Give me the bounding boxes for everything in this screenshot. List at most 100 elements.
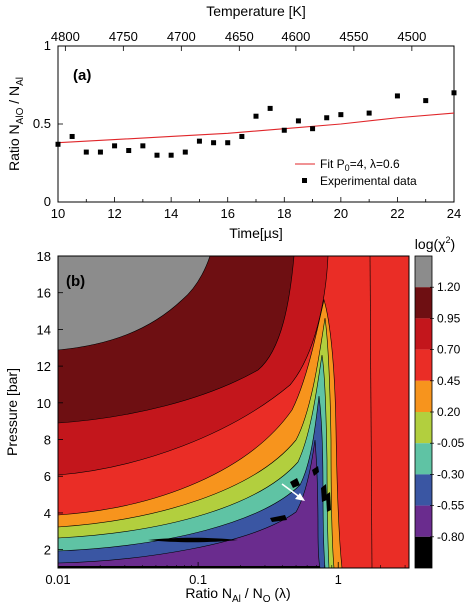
top-axis-title: Temperature [K] <box>206 3 306 19</box>
minimum-island-5 <box>321 484 327 502</box>
experimental-point <box>423 98 429 104</box>
a-top-tick-label: 4700 <box>167 29 196 44</box>
panel-a-top-tick-labels: 4800 4750 4700 4650 4600 4550 4500 <box>51 29 426 44</box>
a-xtick-label: 16 <box>220 206 234 221</box>
panel-a-frame <box>57 45 455 203</box>
colorbar-cell <box>415 412 432 444</box>
experimental-points <box>55 90 457 158</box>
colorbar-cell <box>415 349 432 381</box>
experimental-point <box>211 140 217 146</box>
a-xtick-label: 12 <box>107 206 121 221</box>
experimental-point <box>182 149 188 155</box>
experimental-point <box>324 115 330 121</box>
minimum-island-6 <box>326 492 331 512</box>
a-xtick-label: 22 <box>390 206 404 221</box>
colorbar-label: -0.80 <box>437 530 464 544</box>
colorbar-cell <box>415 256 432 288</box>
colorbar-label: 0.45 <box>437 374 461 388</box>
colorbar-label: 0.20 <box>437 405 461 419</box>
b-xtick-label: 0.01 <box>45 572 70 587</box>
colorbar-label: 0.95 <box>437 311 461 325</box>
a-xtick-label: 10 <box>51 206 65 221</box>
legend-fit-label: Fit P0=4, λ=0.6 <box>320 157 400 173</box>
panel-a-ytick-labels: 00.51 <box>33 38 51 209</box>
experimental-point <box>154 152 160 158</box>
a-top-tick-label: 4650 <box>225 29 254 44</box>
colorbar-cell <box>415 536 432 568</box>
minimum-island-3 <box>290 478 300 488</box>
a-top-tick-label: 4550 <box>339 29 368 44</box>
panel-a-label: (a) <box>73 67 91 84</box>
experimental-point <box>253 113 259 119</box>
experimental-point <box>338 112 344 118</box>
colorbar-label: -0.30 <box>437 467 464 481</box>
contour-level-8 <box>58 439 321 568</box>
b-xtick-label: 0.1 <box>189 572 207 587</box>
minimum-island-4 <box>312 466 319 476</box>
minimum-island-2 <box>270 515 287 522</box>
panel-a-ylabel: Ratio NAlO / NAl <box>6 77 26 171</box>
contour-level-7 <box>58 395 326 568</box>
panel-b-frame <box>57 255 410 569</box>
b-ytick-label: 8 <box>44 433 51 448</box>
experimental-point <box>394 93 400 99</box>
panel-b-xlabel: Ratio NAl / NO (λ) <box>185 585 290 602</box>
colorbar-cell <box>415 318 432 350</box>
experimental-point <box>140 143 146 149</box>
experimental-point <box>281 127 287 133</box>
b-ytick-label: 10 <box>37 396 51 411</box>
panel-a-ticks <box>57 45 455 203</box>
a-ytick-label: 0 <box>44 194 51 209</box>
legend-exp-label: Experimental data <box>320 174 417 188</box>
a-top-tick-label: 4750 <box>109 29 138 44</box>
legend-exp-swatch <box>302 178 307 183</box>
experimental-point <box>310 126 316 132</box>
contour-plot <box>58 256 409 568</box>
colorbar-cell <box>415 474 432 506</box>
b-ytick-label: 2 <box>44 543 51 558</box>
experimental-point <box>366 110 372 116</box>
experimental-point <box>451 90 457 96</box>
panel-b-ytick-labels: 2 4 6 8 10 12 14 16 18 <box>37 249 51 558</box>
b-xtick-label: 1 <box>335 572 342 587</box>
a-top-tick-label: 4500 <box>397 29 426 44</box>
b-ytick-label: 6 <box>44 469 51 484</box>
a-ytick-label: 1 <box>44 38 51 53</box>
a-xtick-label: 18 <box>277 206 291 221</box>
colorbar-label: -0.05 <box>437 436 464 450</box>
minimum-arrow-head <box>295 493 305 501</box>
a-xtick-label: 24 <box>447 206 461 221</box>
experimental-point <box>112 143 118 149</box>
experimental-point <box>239 133 245 139</box>
colorbar-label: -0.55 <box>437 499 464 513</box>
experimental-point <box>97 149 103 155</box>
b-ytick-label: 16 <box>37 286 51 301</box>
experimental-point <box>126 148 132 154</box>
b-ytick-label: 18 <box>37 249 51 264</box>
minimum-island-1 <box>148 537 238 543</box>
a-xtick-label: 14 <box>164 206 178 221</box>
panel-a-xtick-labels: 10 12 14 16 18 20 22 24 <box>51 206 461 221</box>
panel-a: 10 12 14 16 18 20 22 24 00.51 4800 4750 4700 4650 4… <box>6 3 461 241</box>
contour-right-boundary <box>369 256 373 568</box>
colorbar-cells <box>415 256 432 568</box>
panel-a-xlabel: Time[µs] <box>229 225 282 241</box>
panel-b: 0.01 0.1 1 2 4 6 8 10 12 14 16 18 (b) Ratio NAl / … <box>4 235 464 602</box>
b-ytick-label: 4 <box>44 506 51 521</box>
panel-a-legend: Fit P0=4, λ=0.6 Experimental data <box>295 157 417 188</box>
a-top-tick-label: 4800 <box>51 29 80 44</box>
b-ytick-label: 12 <box>37 359 51 374</box>
colorbar-label: 1.20 <box>437 280 461 294</box>
colorbar-title: log(χ2) <box>415 235 455 252</box>
experimental-point <box>168 152 174 158</box>
experimental-point <box>83 149 89 155</box>
experimental-point <box>69 133 75 139</box>
panel-b-ticks <box>57 255 406 568</box>
panel-b-label: (b) <box>66 273 85 290</box>
b-ytick-label: 14 <box>37 322 51 337</box>
experimental-point <box>267 105 273 111</box>
fit-line <box>57 112 455 144</box>
panel-b-ylabel: Pressure [bar] <box>4 368 20 456</box>
a-xtick-label: 20 <box>334 206 348 221</box>
